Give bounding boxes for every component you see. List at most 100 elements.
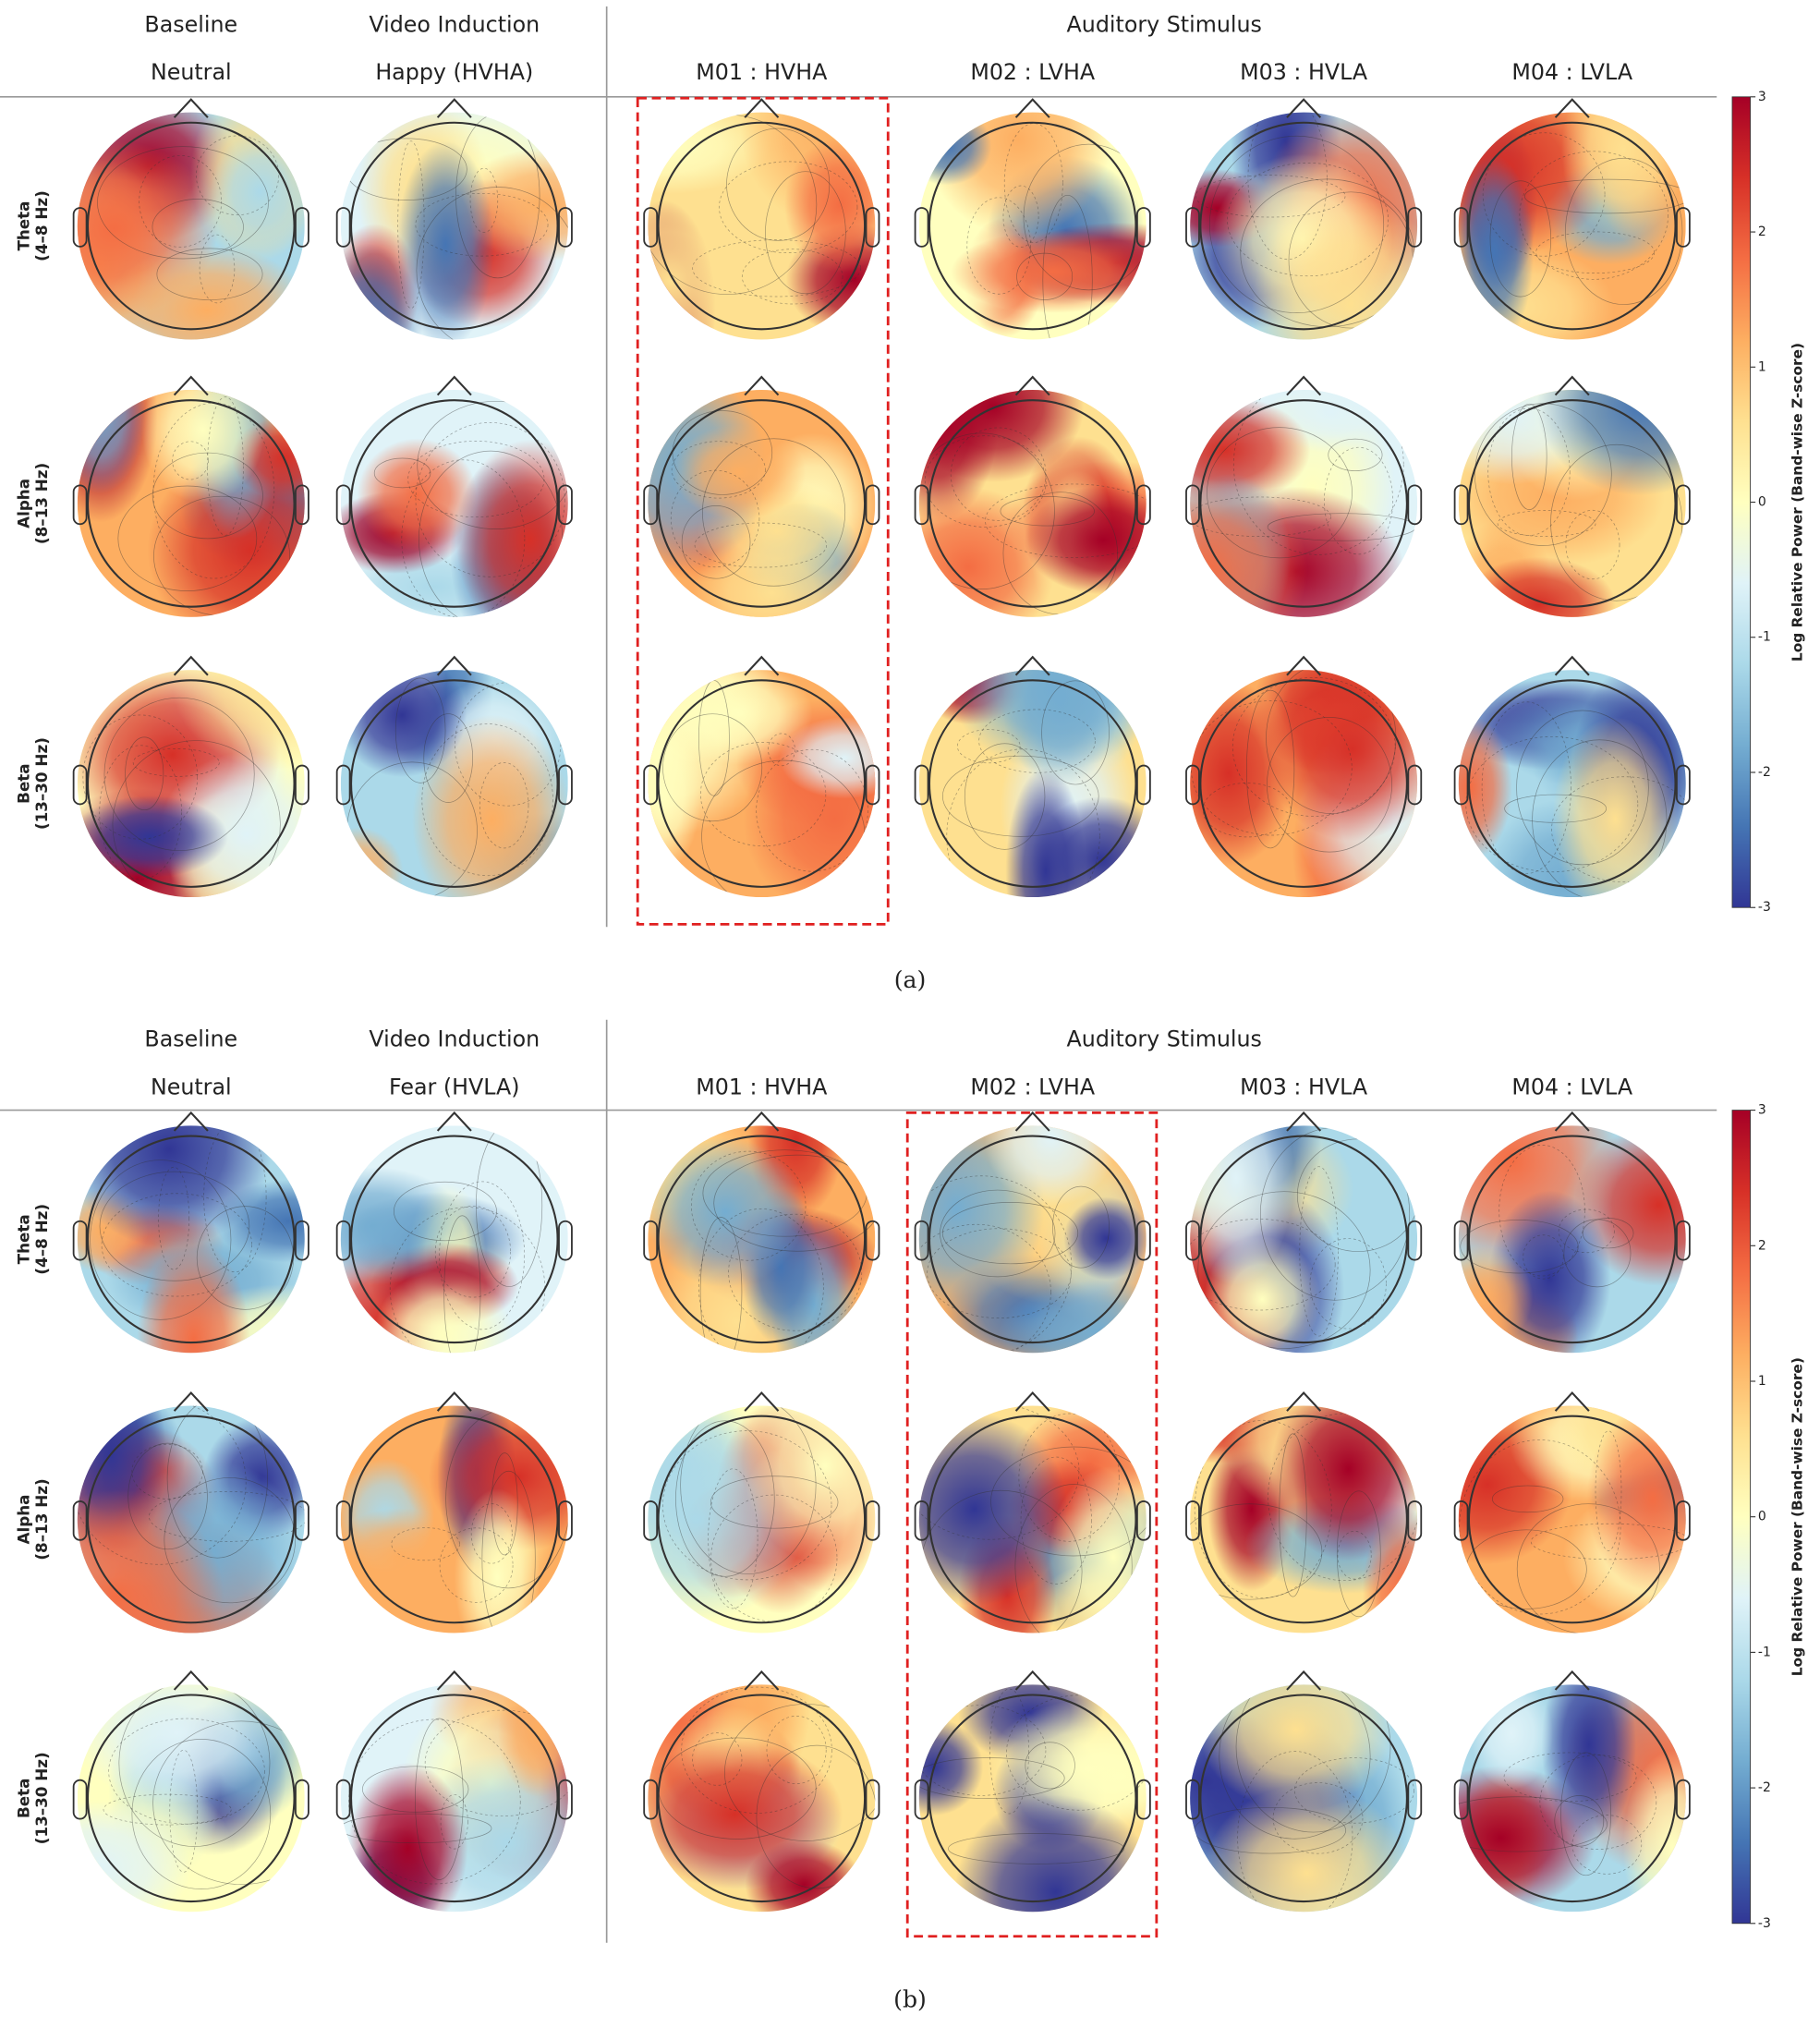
topomap-blob bbox=[77, 389, 146, 494]
ear bbox=[1407, 207, 1423, 248]
contour bbox=[118, 1684, 271, 1847]
contour bbox=[169, 1749, 199, 1873]
topomap bbox=[918, 112, 1147, 340]
nose bbox=[1554, 1111, 1590, 1132]
row-label: (4–8 Hz) bbox=[32, 1204, 51, 1275]
topomap-blob bbox=[999, 1280, 1147, 1354]
ear bbox=[643, 1500, 659, 1541]
ear bbox=[72, 1779, 88, 1820]
topomap-blob bbox=[497, 1684, 568, 1798]
colorbar-tick-label: -3 bbox=[1758, 1916, 1771, 1931]
ear bbox=[1135, 484, 1151, 526]
contour bbox=[710, 1475, 839, 1529]
contour bbox=[918, 1757, 1065, 1799]
topomap-blob bbox=[340, 827, 404, 898]
topomap bbox=[1190, 670, 1418, 898]
contour bbox=[99, 745, 182, 880]
contour bbox=[1324, 446, 1394, 555]
colorbar-tick-label: -2 bbox=[1758, 1780, 1771, 1795]
nose bbox=[744, 1670, 780, 1691]
colorbar bbox=[1731, 1110, 1751, 1925]
contour bbox=[1003, 123, 1063, 243]
contour bbox=[440, 1794, 468, 1850]
contour bbox=[1052, 1185, 1110, 1269]
ear bbox=[1407, 1779, 1423, 1820]
column-header: M01 : HVHA bbox=[696, 1074, 828, 1099]
head-outline bbox=[1467, 1694, 1677, 1903]
contour bbox=[662, 713, 763, 822]
head-outline bbox=[928, 1135, 1137, 1344]
ear bbox=[865, 1500, 880, 1541]
contour bbox=[1207, 427, 1353, 559]
contour bbox=[401, 459, 526, 617]
row-label: (13–30 Hz) bbox=[32, 737, 51, 830]
contour bbox=[1460, 1220, 1579, 1274]
nose bbox=[1286, 1391, 1322, 1412]
contour bbox=[491, 1452, 518, 1556]
ear bbox=[335, 484, 351, 526]
topomap-blob bbox=[1190, 395, 1311, 505]
topomap-blob bbox=[1560, 112, 1686, 240]
contour bbox=[103, 697, 255, 852]
head-outline bbox=[1199, 399, 1408, 608]
contour bbox=[108, 1718, 265, 1825]
nose bbox=[173, 375, 209, 396]
ear bbox=[865, 1779, 880, 1820]
topomap bbox=[340, 670, 568, 898]
contour bbox=[99, 1171, 250, 1281]
topomap-blob bbox=[648, 1136, 806, 1288]
colorbar-tick-label: 3 bbox=[1758, 90, 1766, 104]
head-outline bbox=[86, 1135, 296, 1344]
nose bbox=[1554, 98, 1590, 118]
group-header: Video Induction bbox=[369, 11, 540, 37]
topomap bbox=[77, 112, 305, 340]
contour bbox=[1336, 1490, 1381, 1618]
contour bbox=[97, 146, 269, 260]
contour bbox=[1516, 1503, 1660, 1633]
nose bbox=[1554, 1391, 1590, 1412]
contour bbox=[1309, 1238, 1387, 1330]
topomap bbox=[648, 1405, 876, 1633]
topomap-blob bbox=[357, 438, 478, 553]
contour bbox=[199, 234, 236, 304]
head-outline bbox=[349, 1135, 559, 1344]
nose bbox=[744, 375, 780, 396]
nose bbox=[744, 1391, 780, 1412]
ear bbox=[1135, 1500, 1151, 1541]
row-label: (8–13 Hz) bbox=[32, 1478, 51, 1560]
ear bbox=[914, 1500, 929, 1541]
contour bbox=[978, 709, 1096, 773]
contour bbox=[1191, 700, 1353, 836]
topomap-blob bbox=[918, 487, 1056, 617]
contour bbox=[434, 1206, 511, 1298]
contour bbox=[728, 1213, 863, 1331]
contour bbox=[1294, 1757, 1414, 1824]
contour bbox=[1190, 1503, 1323, 1600]
contour bbox=[131, 1443, 203, 1500]
topomap-blob bbox=[924, 112, 1112, 237]
nose bbox=[744, 655, 780, 676]
contour bbox=[439, 1181, 526, 1330]
ear bbox=[335, 1500, 351, 1541]
contour bbox=[1247, 112, 1328, 261]
ear bbox=[72, 764, 88, 806]
head-outline bbox=[349, 1415, 559, 1624]
contour bbox=[1482, 132, 1606, 257]
ear bbox=[1453, 1500, 1469, 1541]
head-outline bbox=[1199, 1694, 1408, 1903]
contour bbox=[662, 1430, 832, 1581]
topomap-blob bbox=[77, 1489, 224, 1633]
nose bbox=[1286, 375, 1322, 396]
nose bbox=[173, 655, 209, 676]
ear bbox=[914, 764, 929, 806]
contour bbox=[424, 1709, 568, 1816]
ear bbox=[335, 1779, 351, 1820]
contour bbox=[1563, 1219, 1632, 1288]
contour bbox=[1560, 1752, 1611, 1876]
topomap bbox=[340, 1684, 568, 1913]
ear bbox=[558, 764, 573, 806]
colorbar-tick-label: 2 bbox=[1758, 225, 1766, 239]
colorbar-tick-label: -3 bbox=[1758, 900, 1771, 915]
topomap-blob bbox=[779, 717, 876, 799]
